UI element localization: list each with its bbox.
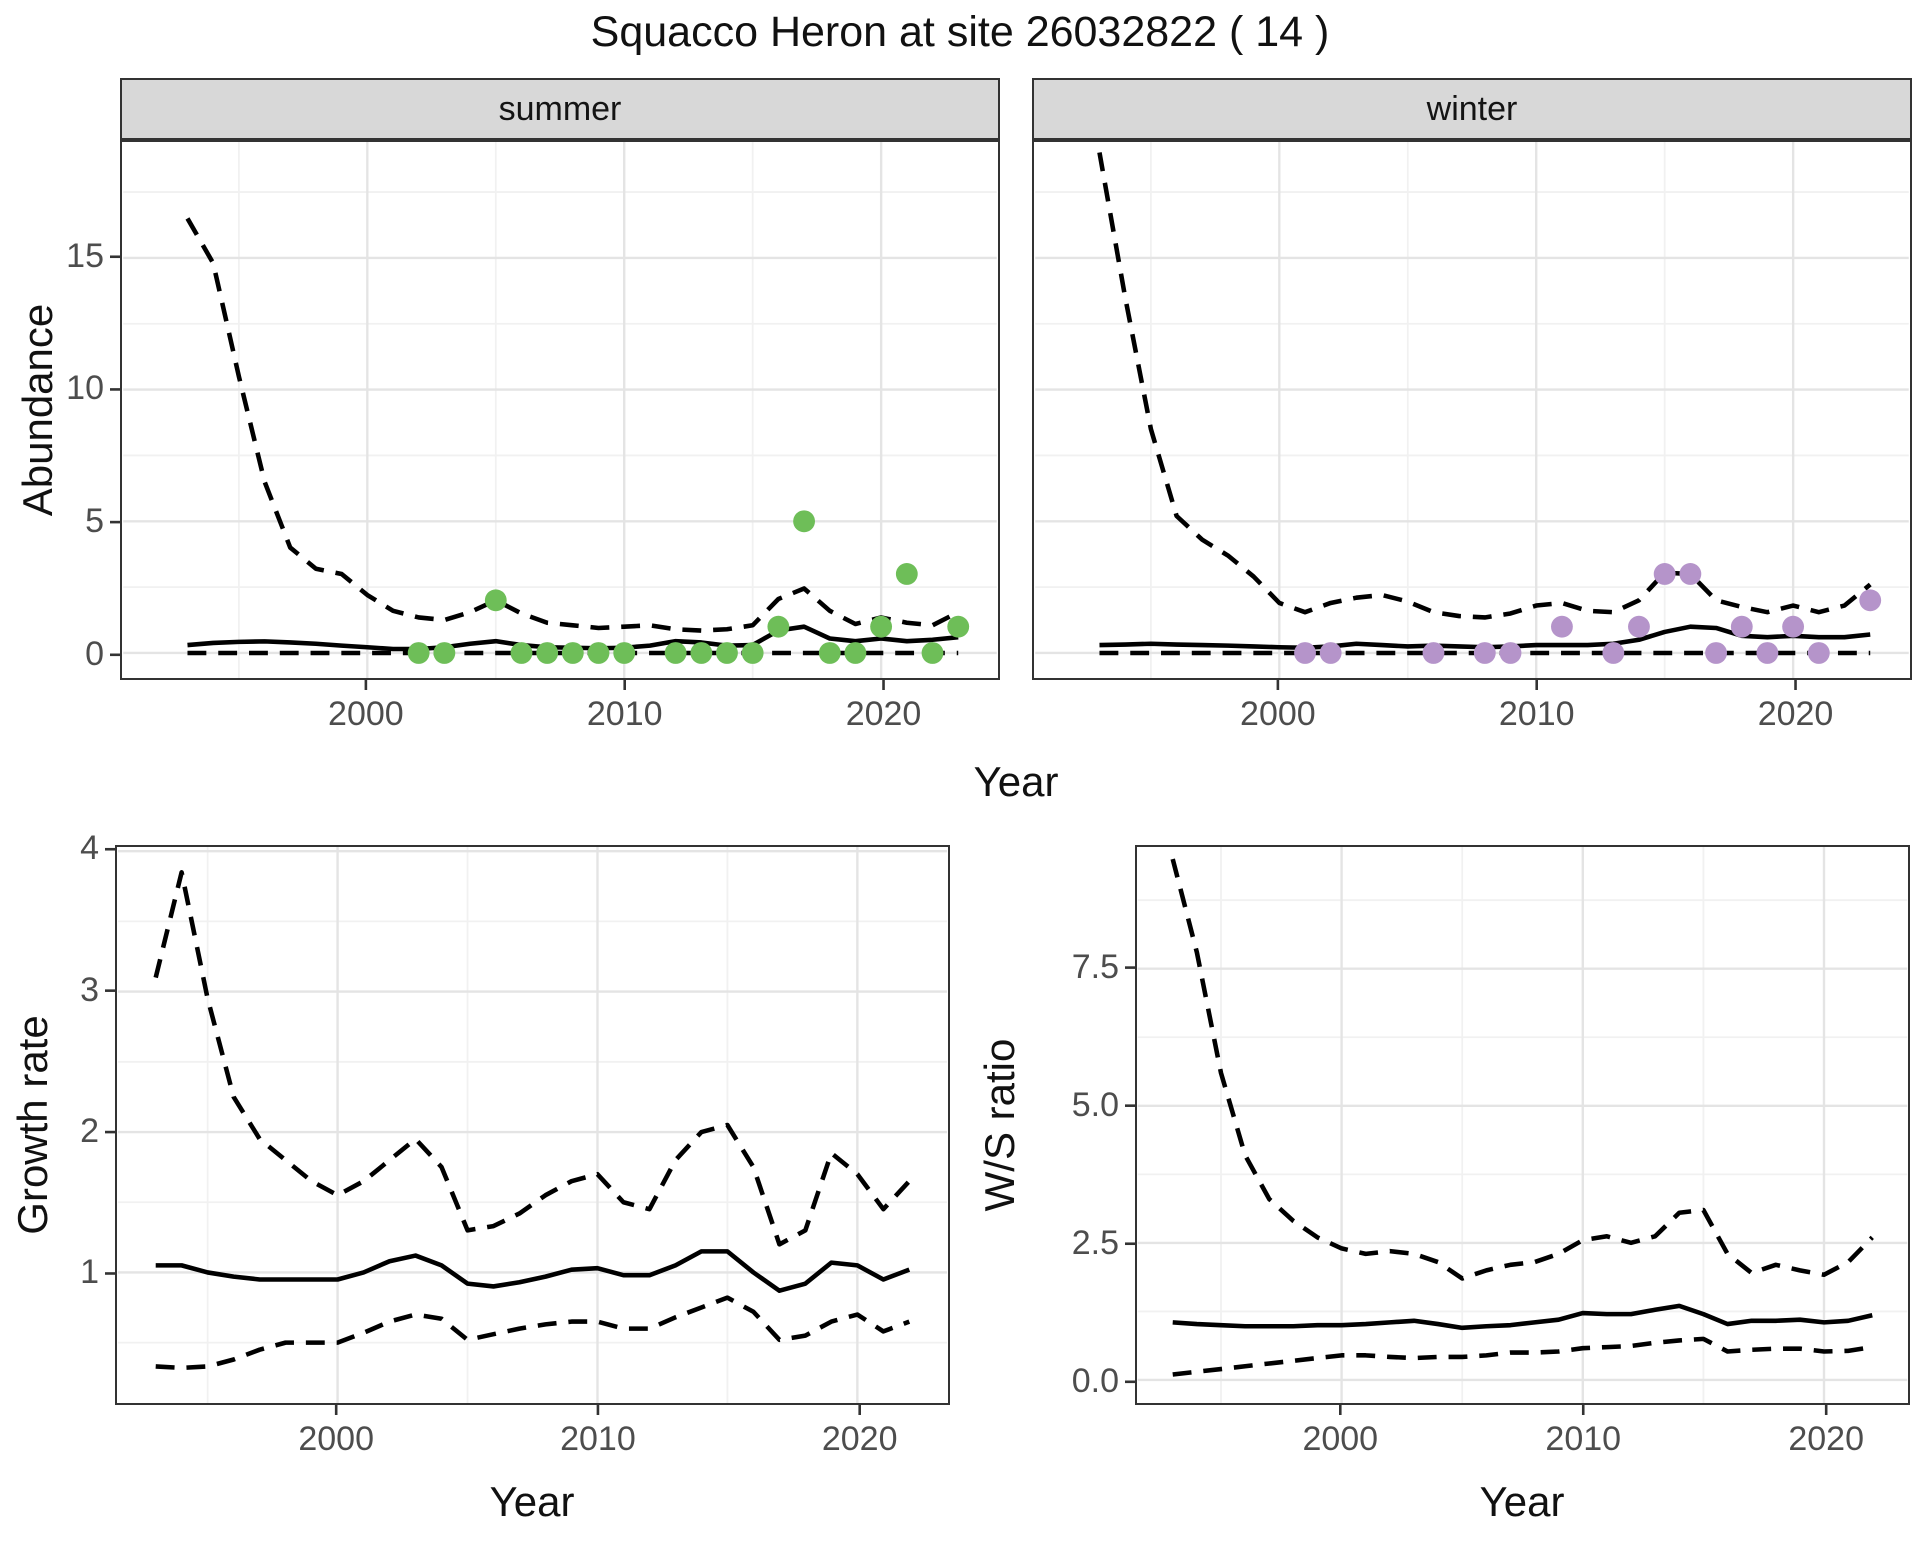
data-point bbox=[1807, 642, 1830, 664]
data-point bbox=[895, 563, 918, 585]
data-point bbox=[921, 642, 944, 664]
summer-abundance-panel bbox=[120, 140, 1000, 680]
y-tick-label: 10 bbox=[66, 369, 104, 408]
data-point bbox=[1653, 563, 1676, 585]
data-point bbox=[407, 642, 430, 664]
data-point bbox=[1679, 563, 1702, 585]
y-tick-label: 0 bbox=[85, 634, 104, 673]
x-tick-label: 2010 bbox=[560, 1420, 636, 1458]
x-tick-label: 2020 bbox=[821, 1420, 898, 1458]
data-point bbox=[613, 642, 636, 664]
x-tick-label: 2000 bbox=[298, 1420, 374, 1458]
facet-strip-summer: summer bbox=[120, 78, 1000, 140]
data-point bbox=[690, 642, 713, 664]
abundance-axis-title: Abundance bbox=[14, 303, 61, 517]
facet-strip-winter: winter bbox=[1032, 78, 1912, 140]
growth-rate-panel bbox=[115, 845, 950, 1405]
x-tick-label: 2010 bbox=[586, 695, 663, 733]
ws-ratio-panel bbox=[1135, 845, 1910, 1405]
data-point bbox=[1730, 615, 1753, 638]
data-point bbox=[1473, 642, 1496, 664]
facet-strip-winter-label: winter bbox=[1426, 89, 1518, 128]
plot-title: Squacco Heron at site 26032822 ( 14 ) bbox=[590, 8, 1330, 56]
facet-strip-summer-label: summer bbox=[498, 89, 622, 128]
data-point bbox=[1602, 642, 1625, 664]
data-point bbox=[793, 510, 815, 533]
data-point bbox=[1859, 589, 1882, 612]
year-axis-title-growth: Year bbox=[489, 1478, 575, 1525]
data-point bbox=[561, 642, 584, 664]
y-tick-label: 4 bbox=[80, 829, 99, 868]
y-tick-label: 5 bbox=[85, 502, 104, 541]
data-point bbox=[870, 615, 893, 638]
x-tick-label: 2000 bbox=[328, 695, 404, 733]
y-tick-label: 0.0 bbox=[1071, 1361, 1119, 1400]
data-point bbox=[587, 642, 610, 664]
y-tick-label: 1 bbox=[80, 1253, 99, 1292]
data-point bbox=[947, 615, 970, 638]
y-tick-label: 15 bbox=[66, 236, 104, 275]
data-point bbox=[1294, 642, 1316, 664]
x-tick-label: 2000 bbox=[1240, 695, 1316, 733]
data-point bbox=[664, 642, 687, 664]
winter-abundance-panel bbox=[1032, 140, 1912, 680]
data-point bbox=[1756, 642, 1779, 664]
x-tick-label: 2010 bbox=[1545, 1420, 1622, 1458]
data-point bbox=[433, 642, 456, 664]
data-point bbox=[510, 642, 533, 664]
x-tick-label: 2010 bbox=[1498, 695, 1575, 733]
data-point bbox=[1499, 642, 1522, 664]
y-tick-label: 7.5 bbox=[1071, 947, 1119, 986]
data-point bbox=[844, 642, 867, 664]
ws-ratio-axis-title: W/S ratio bbox=[976, 1038, 1023, 1212]
y-tick-label: 2.5 bbox=[1071, 1223, 1119, 1262]
x-tick-label: 2020 bbox=[845, 695, 922, 733]
y-tick-label: 3 bbox=[80, 970, 99, 1009]
data-point bbox=[484, 589, 507, 612]
data-point bbox=[818, 642, 841, 664]
data-point bbox=[1705, 642, 1727, 664]
y-tick-label: 2 bbox=[80, 1112, 99, 1151]
data-point bbox=[767, 615, 790, 638]
y-tick-label: 5.0 bbox=[1071, 1085, 1119, 1124]
x-tick-label: 2020 bbox=[1757, 695, 1834, 733]
year-axis-title-ws: Year bbox=[1479, 1478, 1565, 1525]
year-axis-title-top: Year bbox=[973, 758, 1059, 805]
data-point bbox=[741, 642, 764, 664]
data-point bbox=[1551, 615, 1573, 638]
data-point bbox=[1782, 615, 1805, 638]
data-point bbox=[536, 642, 559, 664]
data-point bbox=[716, 642, 738, 664]
data-point bbox=[1422, 642, 1445, 664]
data-point bbox=[1628, 615, 1650, 638]
data-point bbox=[1319, 642, 1342, 664]
x-tick-label: 2000 bbox=[1302, 1420, 1379, 1458]
x-tick-label: 2020 bbox=[1788, 1420, 1864, 1458]
